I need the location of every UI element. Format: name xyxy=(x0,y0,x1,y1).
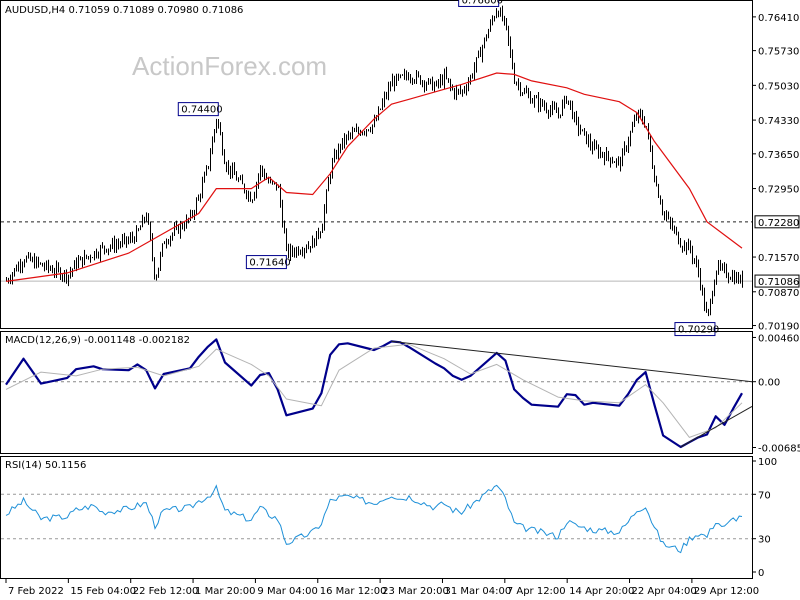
time-tick-label: 31 Mar 04:00 xyxy=(444,586,511,597)
price-annotation-box xyxy=(245,255,287,270)
time-tick-label: 15 Feb 04:00 xyxy=(70,586,136,597)
price-tick-label: 0.76410 xyxy=(758,13,799,24)
macd-pane: 0.004608 0.00 -0.006853 xyxy=(0,331,800,454)
price-tick-label: 0.70870 xyxy=(758,288,799,299)
moving-average-line xyxy=(5,72,743,282)
price-annotation-label: 0.71640 xyxy=(249,258,290,269)
price-annotation-label: 0.76600 xyxy=(462,0,503,6)
time-tick-label: 23 Mar 20:00 xyxy=(382,586,449,597)
macd-tick-label: -0.006853 xyxy=(758,443,800,454)
rsi-pane: 100 70 30 0 xyxy=(0,456,777,579)
price-annotation-box xyxy=(177,102,219,117)
price-tick-label: 0.75730 xyxy=(758,47,799,58)
price-tick-label: 0.75030 xyxy=(758,81,799,92)
price-tag-box xyxy=(754,215,800,229)
watermark: ActionForex.com xyxy=(132,51,327,81)
price-pane-title: AUDUSD,H4 0.71059 0.71089 0.70980 0.7108… xyxy=(5,5,243,16)
time-tick-label: 7 Apr 12:00 xyxy=(507,586,566,597)
macd-pane-title: MACD(12,26,9) -0.001148 -0.002182 xyxy=(5,335,190,346)
macd-tick-label: 0.004608 xyxy=(758,333,800,344)
rsi-tick-label: 100 xyxy=(758,457,777,468)
price-tick-label: 0.74330 xyxy=(758,116,799,127)
rsi-tick-label: 70 xyxy=(758,490,771,501)
rsi-tick-label: 30 xyxy=(758,535,771,546)
macd-trendline xyxy=(680,405,753,448)
time-tick-label: 16 Mar 12:00 xyxy=(320,586,387,597)
price-tick-label: 0.70190 xyxy=(758,322,799,333)
price-tick-label: 0.72280 xyxy=(758,218,799,229)
rsi-pane-title: RSI(14) 50.1156 xyxy=(5,460,86,471)
macd-tick-label: 0.00 xyxy=(758,378,780,389)
price-annotation-label: 0.74400 xyxy=(181,105,222,116)
time-tick-label: 22 Apr 04:00 xyxy=(632,586,697,597)
price-annotation-box xyxy=(674,322,716,337)
time-tick-label: 7 Feb 2022 xyxy=(8,586,64,597)
price-tick-label: 0.71086 xyxy=(758,277,799,288)
macd-signal-line xyxy=(5,343,743,438)
price-tick-label: 0.73650 xyxy=(758,150,799,161)
price-tag-box xyxy=(754,274,800,288)
time-tick-label: 14 Apr 20:00 xyxy=(569,586,634,597)
price-annotation-label: 0.70290 xyxy=(678,325,719,336)
rsi-line xyxy=(5,484,743,554)
price-annotation-box xyxy=(458,0,500,7)
price-pane: 0.76600 0.74400 0.71640 0.70290 0.76410 0.757… xyxy=(0,0,800,337)
price-tick-label: 0.72950 xyxy=(758,185,799,196)
price-tick-label: 0.71570 xyxy=(758,253,799,264)
time-tick-label: 22 Feb 12:00 xyxy=(133,586,199,597)
time-tick-label: 1 Mar 20:00 xyxy=(195,586,255,597)
time-tick-label: 29 Apr 12:00 xyxy=(694,586,759,597)
time-tick-label: 9 Mar 04:00 xyxy=(257,586,317,597)
macd-trendline xyxy=(391,340,753,383)
rsi-tick-label: 0 xyxy=(758,568,764,579)
